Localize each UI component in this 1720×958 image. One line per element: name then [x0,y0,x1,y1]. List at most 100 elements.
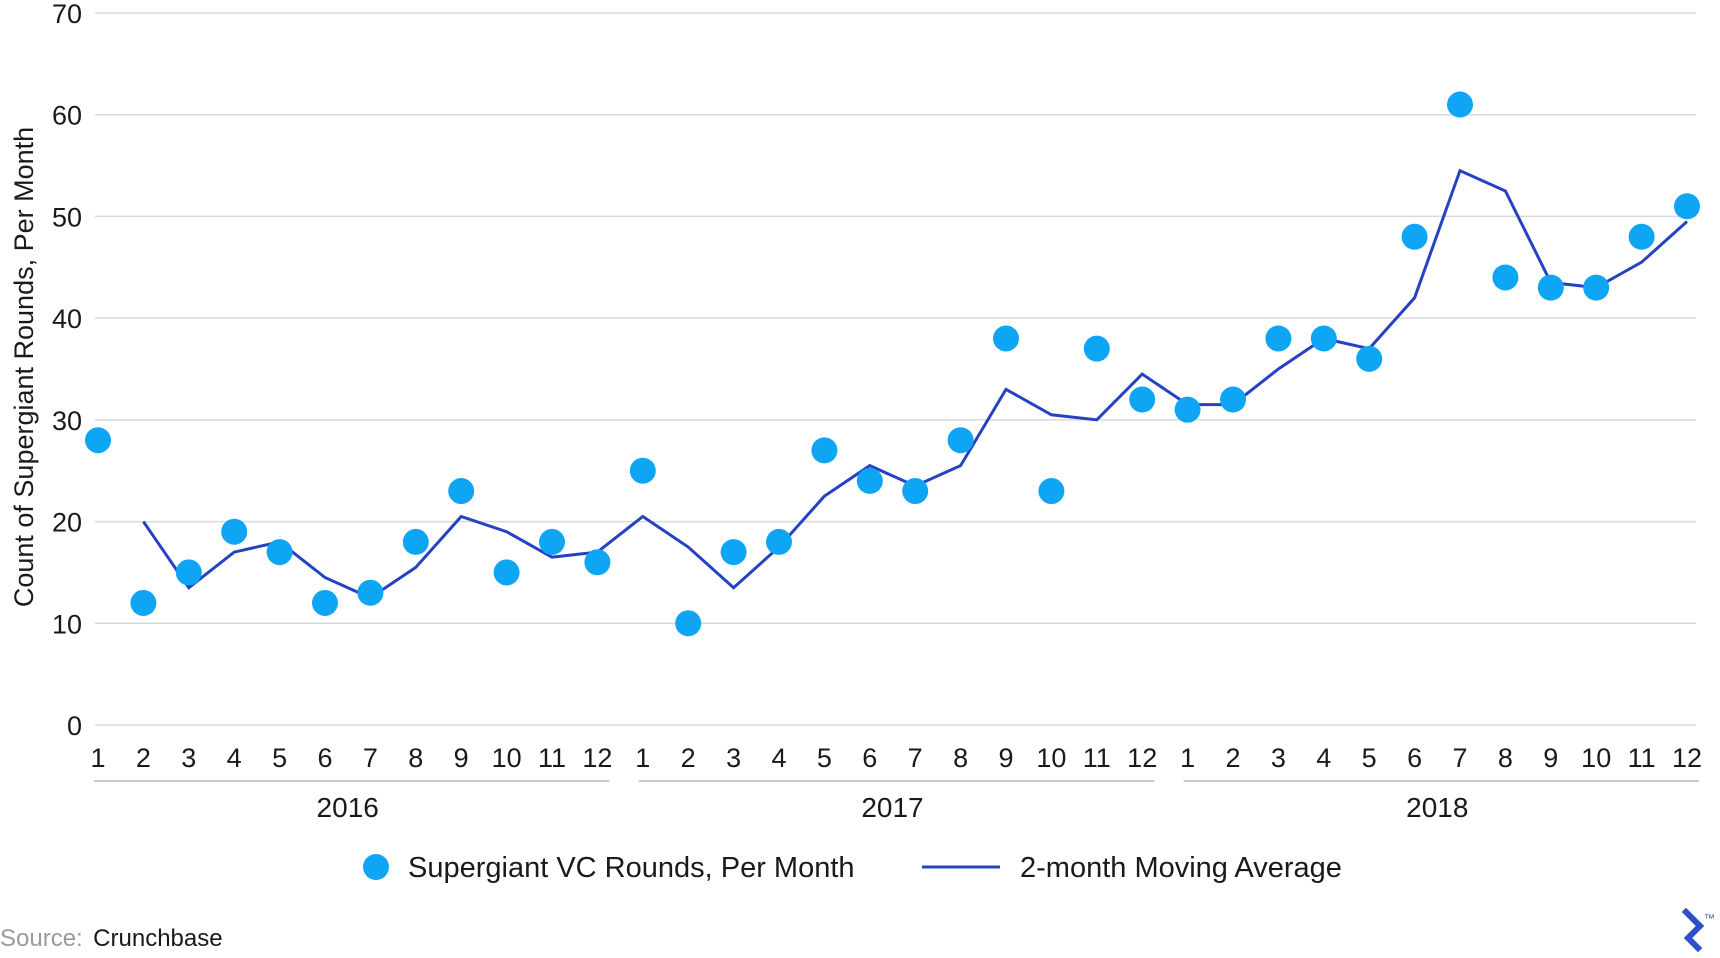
scatter-point [1083,335,1110,362]
legend-label-line: 2-month Moving Average [1020,852,1342,884]
source-note: Source: Crunchbase [0,925,223,952]
x-tick-label: 12 [1672,743,1702,773]
scatter-point [584,549,611,576]
x-tick-label: 2 [136,743,151,773]
scatter-point [1537,274,1564,301]
scatter-point [947,427,974,454]
scatter-point [493,559,520,586]
scatter-point [1220,386,1246,413]
y-tick-label: 30 [52,406,82,436]
x-tick-label: 1 [635,743,650,773]
x-tick-label: 10 [1036,743,1066,773]
y-tick-label: 40 [52,304,82,334]
legend: Supergiant VC Rounds, Per Month 2-month … [363,852,1342,884]
x-tick-label: 2 [1225,743,1240,773]
x-tick-label: 8 [408,743,423,773]
legend-marker-scatter [363,854,389,880]
scatter-point [811,437,838,464]
year-group-label: 2017 [861,792,923,823]
y-tick-label: 60 [52,101,82,131]
y-tick-label: 10 [52,609,82,639]
x-tick-label: 4 [1316,743,1331,773]
scatter-point [312,589,338,616]
scatter-point [448,478,475,505]
x-axis-year-groups: 2016 2017 2018 [94,780,1699,823]
source-name: Crunchbase [93,925,222,952]
scatter-point [1129,386,1156,413]
x-tick-label: 5 [817,743,832,773]
toptal-logo-icon: ™ [1681,907,1715,953]
x-tick-label: 5 [1362,743,1377,773]
scatter-point [1583,274,1610,301]
year-group-label: 2016 [317,792,379,823]
x-tick-label: 8 [953,743,968,773]
x-tick-label: 7 [1452,743,1467,773]
scatter-point [1265,325,1292,352]
scatter-point [175,559,202,586]
x-tick-label: 12 [1127,743,1157,773]
x-tick-label: 10 [1581,743,1611,773]
scatter-point [1356,345,1383,372]
scatter-point [1674,193,1700,220]
scatter-point [766,528,792,555]
y-tick-label: 20 [52,508,82,538]
scatter-point [1628,223,1655,250]
scatter-point [1401,223,1428,250]
y-tick-label: 0 [67,711,82,741]
y-tick-label: 70 [52,0,82,29]
x-tick-label: 3 [726,743,741,773]
x-tick-label: 10 [492,743,522,773]
x-tick-label: 1 [1180,743,1195,773]
x-tick-label: 3 [181,743,196,773]
scatter-point [221,518,248,545]
trademark-mark: ™ [1704,913,1715,925]
scatter-point [902,478,929,505]
svg-text:Source: Crunchbase: Source: Crunchbase [0,925,223,952]
y-tick-label: 50 [52,202,82,232]
scatter-point [1447,91,1473,118]
scatter-point [85,427,111,454]
x-axis-ticks: 1 2 3 4 5 6 7 8 9 10 11 12 1 2 3 4 5 6 7 8 9 10 11 12 1 2 3 4 5 6 7 8 9 1… [90,743,1702,773]
scatter-point [1310,325,1337,352]
x-tick-label: 4 [771,743,786,773]
scatter-point [357,579,384,606]
x-tick-label: 6 [862,743,877,773]
y-axis-label: Count of Supergiant Rounds, Per Month [9,127,39,607]
x-tick-label: 7 [908,743,923,773]
year-group-label: 2018 [1406,792,1468,823]
scatter-point [1492,264,1519,291]
x-tick-label: 9 [454,743,469,773]
scatter-point [856,467,883,494]
x-tick-label: 11 [1628,743,1656,773]
x-tick-label: 5 [272,743,287,773]
y-axis-ticks: 0 10 20 30 40 50 60 70 [52,0,82,741]
x-tick-label: 7 [363,743,378,773]
scatter-point [402,528,429,555]
scatter-point [130,589,157,616]
scatter-point [1038,478,1065,505]
plot-area [85,91,1700,637]
x-tick-label: 9 [1543,743,1558,773]
x-tick-label: 9 [998,743,1013,773]
x-tick-label: 6 [317,743,332,773]
x-tick-label: 11 [1083,743,1111,773]
source-prefix: Source: [0,925,83,952]
scatter-point [266,539,293,566]
moving-average-line [142,168,1689,600]
scatter-point [1174,396,1201,423]
x-tick-label: 1 [90,743,105,773]
grid-lines [95,12,1696,726]
legend-label-scatter: Supergiant VC Rounds, Per Month [408,852,855,884]
x-tick-label: 6 [1407,743,1422,773]
scatter-point [629,457,656,484]
scatter-point [720,539,747,566]
x-tick-label: 12 [582,743,612,773]
scatter-point [675,610,702,637]
x-tick-label: 3 [1271,743,1286,773]
scatter-point [993,325,1019,352]
x-tick-label: 2 [681,743,696,773]
x-tick-label: 4 [227,743,242,773]
x-tick-label: 8 [1498,743,1513,773]
x-tick-label: 11 [538,743,566,773]
